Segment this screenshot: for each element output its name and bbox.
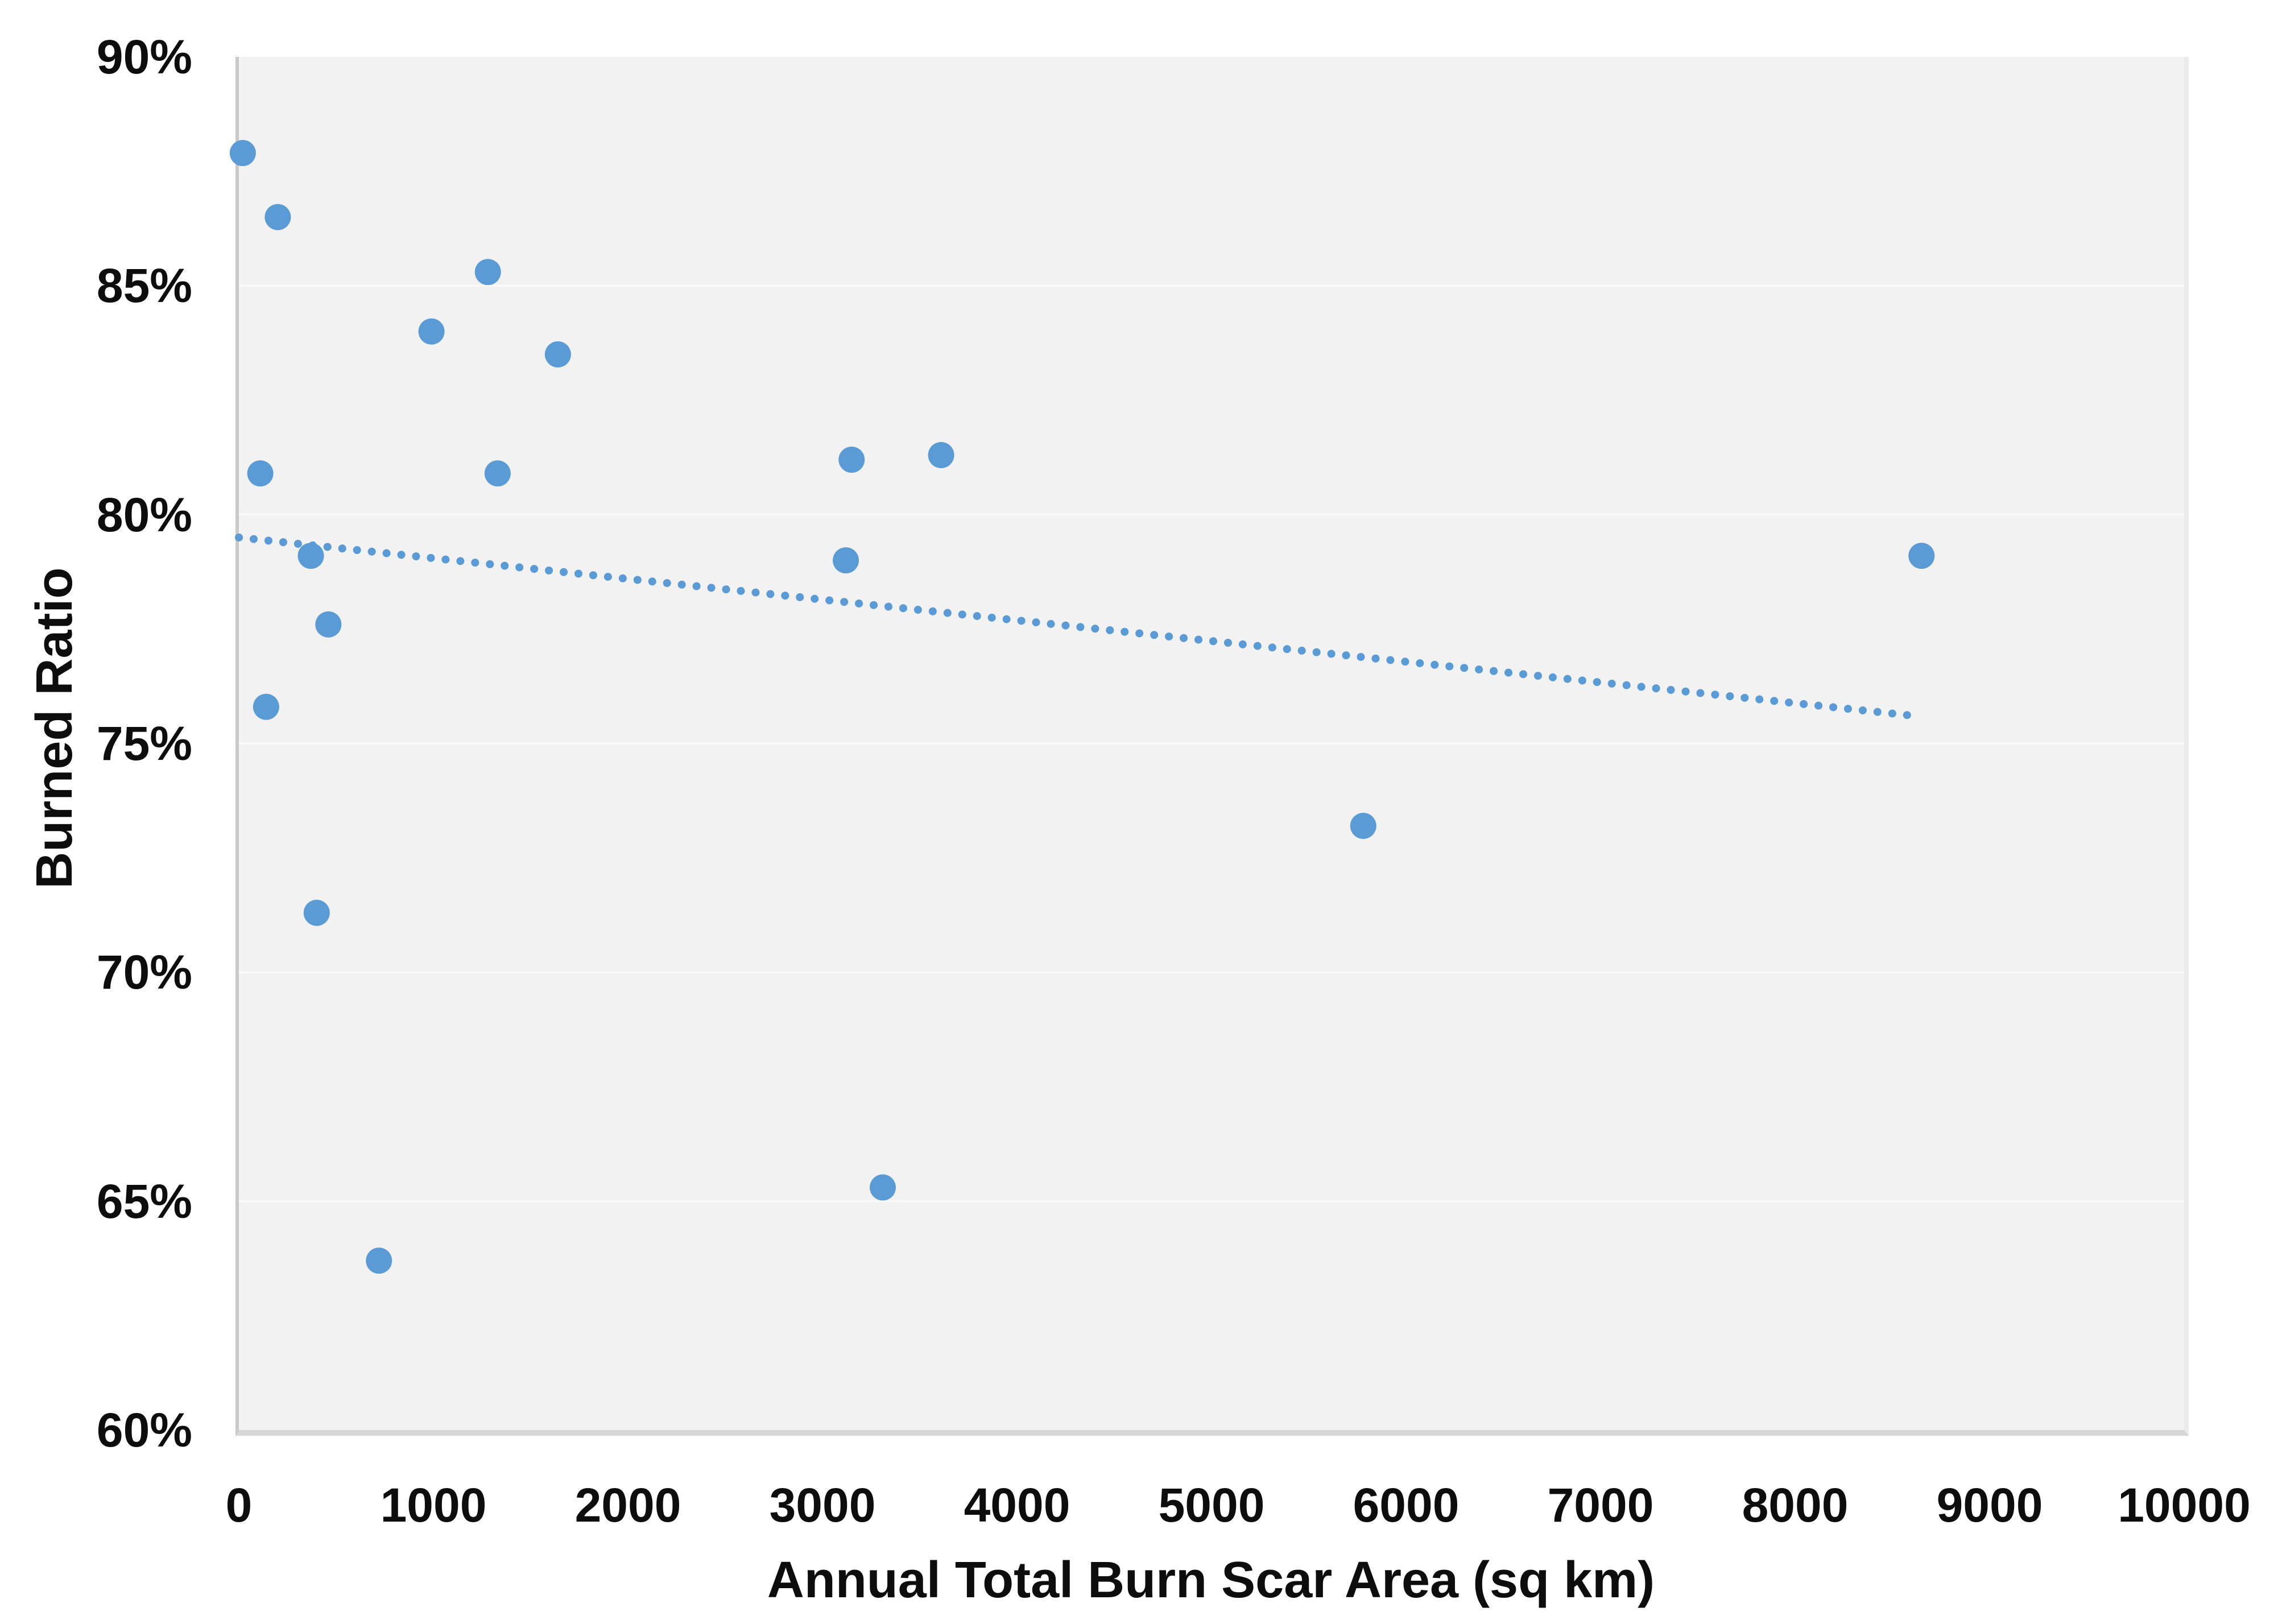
- trendline: [235, 533, 1920, 720]
- x-tick-label: 9000: [1936, 1478, 2043, 1532]
- y-tick-label: 85%: [96, 259, 192, 313]
- y-tick-label: 70%: [96, 945, 192, 999]
- data-point: [474, 259, 501, 286]
- x-axis-title: Annual Total Burn Scar Area (sq km): [767, 1552, 1655, 1609]
- data-point: [838, 447, 865, 473]
- data-point: [264, 204, 291, 230]
- x-tick-label: 8000: [1742, 1478, 1849, 1532]
- x-tick-label: 2000: [574, 1478, 681, 1532]
- x-tick-label: 1000: [380, 1478, 487, 1532]
- x-tick-label: 6000: [1353, 1478, 1460, 1532]
- y-tick-label: 80%: [96, 487, 192, 542]
- y-tick-label: 60%: [96, 1403, 192, 1457]
- x-tick-label: 4000: [964, 1478, 1070, 1532]
- data-point: [418, 318, 445, 345]
- data-point: [366, 1247, 392, 1274]
- data-point: [303, 899, 330, 926]
- data-point: [484, 460, 511, 487]
- plot-canvas: [229, 139, 2184, 1274]
- data-point: [229, 139, 256, 166]
- data-point: [315, 611, 342, 638]
- data-point: [1350, 812, 1376, 839]
- data-point: [297, 543, 324, 569]
- data-point: [544, 341, 571, 368]
- data-point: [928, 442, 954, 469]
- data-point: [870, 1174, 896, 1201]
- x-tick-label: 7000: [1547, 1478, 1654, 1532]
- x-tick-label: 3000: [769, 1478, 876, 1532]
- x-tick-label: 10000: [2118, 1478, 2251, 1532]
- data-point: [833, 547, 859, 574]
- data-point: [1908, 543, 1935, 569]
- data-point: [253, 693, 279, 720]
- x-tick-label: 5000: [1158, 1478, 1265, 1532]
- y-tick-label: 65%: [96, 1174, 192, 1228]
- data-point: [247, 460, 274, 487]
- plot-area: [229, 57, 2189, 1436]
- x-tick-label: 0: [225, 1478, 253, 1532]
- y-tick-label: 90%: [96, 30, 192, 84]
- y-tick-label: 75%: [96, 717, 192, 770]
